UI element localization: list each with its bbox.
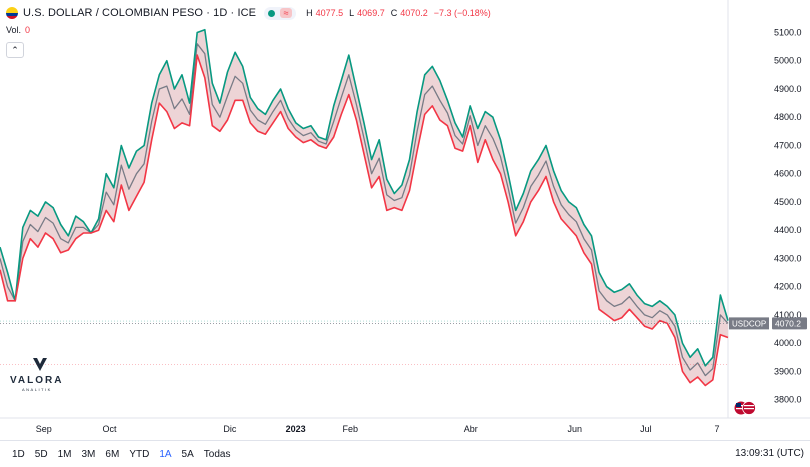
low-label: L — [349, 8, 355, 18]
colombia-flag-icon — [6, 7, 18, 19]
chevron-up-icon: ⌃ — [11, 45, 19, 55]
volume-value: 0 — [25, 25, 31, 35]
delayed-data-icon: ≈ — [280, 8, 293, 18]
logo-subtitle: ANALITIK — [22, 387, 52, 392]
low-value: 4069.7 — [357, 8, 385, 18]
price-tag-box — [772, 317, 807, 330]
collapse-legend-button[interactable]: ⌃ — [6, 42, 24, 58]
x-tick-label: Sep — [36, 424, 52, 434]
volume-legend: Vol. 0 — [6, 25, 30, 35]
range-button-5a[interactable]: 5A — [181, 448, 194, 460]
range-button-ytd[interactable]: YTD — [129, 448, 150, 460]
change-value: −7.3 (−0.18%) — [433, 8, 491, 18]
price-chart[interactable]: 3800.0 3900.0 4000.0 4100.0 4200.0 4300.0 4400… — [0, 0, 810, 440]
x-tick-label: 2023 — [286, 424, 306, 434]
y-tick-label: 4800.0 — [774, 112, 802, 122]
price-tag-value: 4070.2 — [775, 318, 801, 328]
range-button-5d[interactable]: 5D — [34, 448, 48, 460]
range-button-todas[interactable]: Todas — [203, 448, 231, 460]
currency-flags-icon[interactable] — [733, 401, 757, 415]
range-button-1m[interactable]: 1M — [57, 448, 72, 460]
x-tick-label: Feb — [343, 424, 359, 434]
x-tick-label: Jul — [640, 424, 652, 434]
y-tick-label: 4600.0 — [774, 169, 802, 179]
series-line-low — [0, 54, 729, 387]
bottom-toolbar: 1D 5D 1M 3M 6M YTD 1A 5A Todas 13:09:31 (UTC) — [0, 440, 810, 467]
range-button-3m[interactable]: 3M — [81, 448, 96, 460]
volume-label: Vol. — [6, 25, 22, 35]
ohlc-values: H 4077.5 L 4069.7 C 4070.2 −7.3 (−0.18%) — [306, 8, 494, 18]
y-tick-label: 4700.0 — [774, 140, 802, 150]
close-value: 4070.2 — [400, 8, 428, 18]
market-open-dot-icon — [268, 9, 276, 17]
y-tick-label: 3900.0 — [774, 366, 802, 376]
y-tick-label: 4500.0 — [774, 197, 802, 207]
y-tick-label: 4000.0 — [774, 338, 802, 348]
logo-name: VALORA — [10, 375, 64, 386]
symbol-tag-label: USDCOP — [732, 319, 766, 328]
x-tick-label: Dic — [223, 424, 236, 434]
y-tick-label: 5100.0 — [774, 27, 802, 37]
y-tick-label: 3800.0 — [774, 395, 802, 405]
y-tick-label: 4100.0 — [774, 310, 802, 320]
x-tick-label: Abr — [464, 424, 478, 434]
range-selector: 1D 5D 1M 3M 6M YTD 1A 5A Todas — [7, 449, 235, 460]
market-status-pill[interactable]: ≈ — [264, 6, 297, 20]
symbol-tag-box — [729, 317, 769, 330]
y-tick-label: 5000.0 — [774, 56, 802, 66]
valora-logo-mark-icon — [33, 358, 47, 371]
chart-header: U.S. DOLLAR / COLOMBIAN PESO · 1D · ICE … — [6, 5, 494, 21]
range-button-1a[interactable]: 1A — [159, 448, 172, 460]
close-label: C — [390, 8, 398, 18]
y-tick-label: 4200.0 — [774, 282, 802, 292]
range-button-1d[interactable]: 1D — [12, 448, 25, 460]
y-tick-label: 4300.0 — [774, 253, 802, 263]
high-low-band — [0, 29, 728, 386]
y-tick-label: 4400.0 — [774, 225, 802, 235]
series-line-close — [0, 43, 729, 377]
series-line-high — [0, 28, 729, 367]
valora-logo: VALORA ANALITIK — [10, 358, 70, 398]
clock[interactable]: 13:09:31 (UTC) — [735, 448, 804, 459]
x-tick-label: 7 — [715, 424, 720, 434]
high-label: H — [306, 8, 313, 18]
x-tick-label: Oct — [102, 424, 117, 434]
x-tick-label: Jun — [567, 424, 582, 434]
symbol-title[interactable]: U.S. DOLLAR / COLOMBIAN PESO · 1D · ICE — [23, 7, 257, 19]
high-value: 4077.5 — [315, 8, 344, 18]
range-button-6m[interactable]: 6M — [105, 448, 120, 460]
y-tick-label: 4900.0 — [774, 84, 802, 94]
